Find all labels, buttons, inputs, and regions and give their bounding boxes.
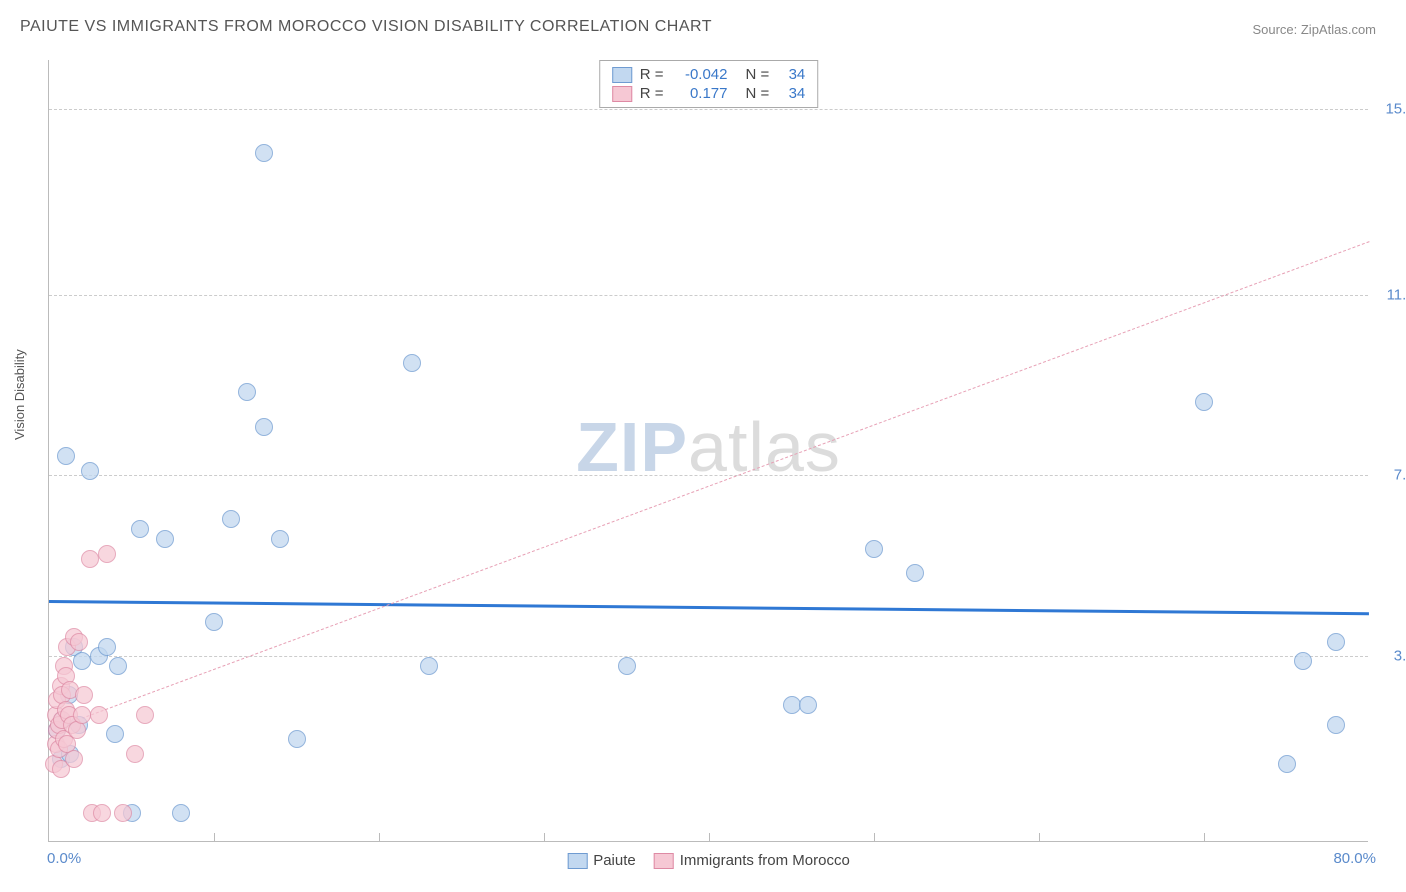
- scatter-point: [288, 730, 306, 748]
- legend-r-value: -0.042: [672, 66, 728, 83]
- x-tick-mark: [1039, 833, 1040, 841]
- plot-area: ZIPatlas R =-0.042N =34R =0.177N =34 0.0…: [48, 60, 1368, 842]
- x-tick-mark: [709, 833, 710, 841]
- x-tick-min: 0.0%: [47, 850, 81, 867]
- x-tick-mark: [544, 833, 545, 841]
- scatter-point: [70, 633, 88, 651]
- scatter-point: [126, 745, 144, 763]
- gridline-horizontal: [49, 475, 1368, 476]
- source-label: Source: ZipAtlas.com: [1252, 22, 1376, 37]
- scatter-point: [618, 657, 636, 675]
- scatter-point: [172, 804, 190, 822]
- scatter-point: [205, 613, 223, 631]
- legend-series-item: Immigrants from Morocco: [654, 852, 850, 869]
- y-axis-label: Vision Disability: [12, 349, 27, 440]
- scatter-point: [271, 530, 289, 548]
- gridline-horizontal: [49, 109, 1368, 110]
- legend-r-label: R =: [640, 85, 664, 102]
- scatter-point: [93, 804, 111, 822]
- scatter-point: [81, 550, 99, 568]
- x-tick-max: 80.0%: [1333, 850, 1376, 867]
- legend-n-value: 34: [777, 85, 805, 102]
- legend-swatch: [654, 853, 674, 869]
- trend-line: [49, 600, 1369, 615]
- legend-swatch: [612, 86, 632, 102]
- scatter-point: [65, 750, 83, 768]
- legend-stats: R = -0.042 N = 34 R = 0.177 N = 34: [599, 60, 819, 108]
- scatter-point: [75, 686, 93, 704]
- scatter-point: [106, 725, 124, 743]
- scatter-point: [136, 706, 154, 724]
- scatter-point: [255, 418, 273, 436]
- legend-stats-row: R = 0.177 N = 34: [612, 84, 806, 103]
- scatter-point: [783, 696, 801, 714]
- y-tick-label: 15.0%: [1376, 100, 1406, 117]
- scatter-point: [255, 144, 273, 162]
- x-tick-mark: [379, 833, 380, 841]
- legend-swatch: [567, 853, 587, 869]
- scatter-point: [420, 657, 438, 675]
- scatter-point: [238, 383, 256, 401]
- legend-swatch: [612, 67, 632, 83]
- scatter-point: [906, 564, 924, 582]
- scatter-point: [1327, 716, 1345, 734]
- legend-r-label: R =: [640, 66, 664, 83]
- scatter-point: [865, 540, 883, 558]
- x-tick-mark: [1204, 833, 1205, 841]
- scatter-point: [799, 696, 817, 714]
- scatter-point: [109, 657, 127, 675]
- scatter-point: [98, 638, 116, 656]
- legend-series-label: Immigrants from Morocco: [680, 852, 850, 869]
- legend-r-value: 0.177: [672, 85, 728, 102]
- legend-n-value: 34: [777, 66, 805, 83]
- scatter-point: [1195, 393, 1213, 411]
- scatter-point: [73, 652, 91, 670]
- legend-series: Paiute Immigrants from Morocco: [567, 852, 850, 869]
- gridline-horizontal: [49, 295, 1368, 296]
- scatter-point: [57, 447, 75, 465]
- x-tick-mark: [214, 833, 215, 841]
- scatter-point: [403, 354, 421, 372]
- scatter-point: [73, 706, 91, 724]
- legend-series-label: Paiute: [593, 852, 636, 869]
- watermark-right: atlas: [688, 408, 841, 486]
- y-tick-label: 3.8%: [1376, 648, 1406, 665]
- scatter-point: [1294, 652, 1312, 670]
- scatter-point: [222, 510, 240, 528]
- watermark-left: ZIP: [576, 408, 688, 486]
- scatter-point: [114, 804, 132, 822]
- scatter-point: [90, 706, 108, 724]
- legend-stats-row: R = -0.042 N = 34: [612, 65, 806, 84]
- scatter-point: [156, 530, 174, 548]
- y-tick-label: 11.2%: [1376, 286, 1406, 303]
- y-tick-label: 7.5%: [1376, 467, 1406, 484]
- legend-n-label: N =: [746, 85, 770, 102]
- x-tick-mark: [874, 833, 875, 841]
- scatter-point: [1278, 755, 1296, 773]
- legend-series-item: Paiute: [567, 852, 636, 869]
- chart-title: PAIUTE VS IMMIGRANTS FROM MOROCCO VISION…: [20, 18, 712, 36]
- scatter-point: [131, 520, 149, 538]
- scatter-point: [1327, 633, 1345, 651]
- scatter-point: [81, 462, 99, 480]
- scatter-point: [98, 545, 116, 563]
- legend-n-label: N =: [746, 66, 770, 83]
